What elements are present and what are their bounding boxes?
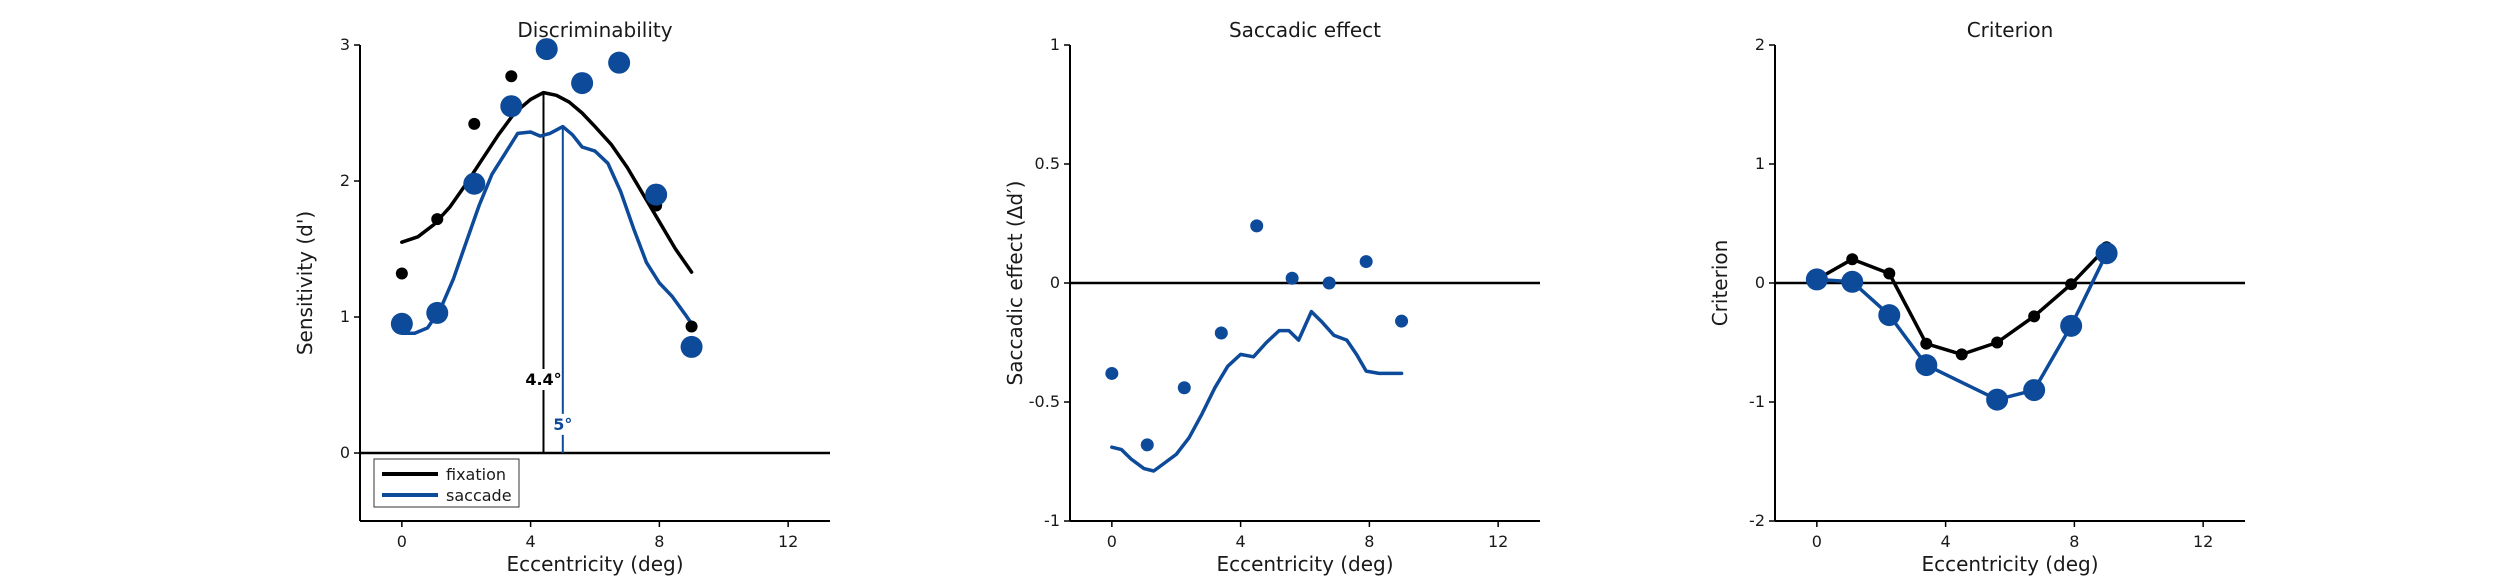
x-tick-label: 0 xyxy=(1107,532,1117,551)
y-tick-label: 1 xyxy=(1755,154,1765,173)
data-point-fixation xyxy=(395,267,408,280)
data-point-saccade xyxy=(463,172,486,195)
y-tick-label: 0 xyxy=(1755,273,1765,292)
data-point xyxy=(1105,366,1119,380)
y-tick-label: 0 xyxy=(1050,273,1060,292)
chart-title: Criterion xyxy=(1967,18,2054,42)
data-point-fixation xyxy=(1991,336,2004,349)
data-point-saccade xyxy=(1841,270,1864,293)
peak-label-backdrop xyxy=(523,369,564,390)
legend-label-saccade: saccade xyxy=(446,486,512,505)
data-point xyxy=(1214,326,1228,340)
data-point-saccade xyxy=(680,335,703,358)
y-tick-label: -1 xyxy=(1749,392,1765,411)
peak-label-backdrop xyxy=(551,413,575,435)
y-tick-label: 2 xyxy=(340,171,350,190)
data-point-fixation xyxy=(2028,310,2041,323)
y-tick-label: -2 xyxy=(1749,511,1765,530)
legend-box xyxy=(373,458,520,508)
data-point-saccade xyxy=(1878,304,1901,327)
x-tick-label: 4 xyxy=(526,532,536,551)
data-point xyxy=(1140,438,1154,452)
data-point-saccade xyxy=(500,95,523,118)
data-point-saccade xyxy=(535,38,558,61)
data-point-saccade xyxy=(2095,242,2118,265)
y-tick-label: 1 xyxy=(1050,35,1060,54)
x-tick-label: 8 xyxy=(654,532,664,551)
y-tick-label: 1 xyxy=(340,307,350,326)
x-axis-label: Eccentricity (deg) xyxy=(1216,552,1393,576)
data-point xyxy=(1359,255,1373,269)
data-point-saccade xyxy=(2060,314,2083,337)
data-point-fixation xyxy=(431,213,444,226)
peak-marker-label: 5° xyxy=(553,415,572,434)
x-axis-label: Eccentricity (deg) xyxy=(1921,552,2098,576)
data-point-fixation xyxy=(505,70,518,83)
legend-label-fixation: fixation xyxy=(446,465,506,484)
data-point xyxy=(1285,271,1299,285)
data-point xyxy=(1395,314,1409,328)
x-tick-label: 8 xyxy=(2069,532,2079,551)
data-point-fixation xyxy=(1846,253,1859,266)
y-tick-label: 0.5 xyxy=(1035,154,1060,173)
data-point xyxy=(1177,381,1191,395)
x-tick-label: 8 xyxy=(1364,532,1374,551)
x-tick-label: 0 xyxy=(1812,532,1822,551)
chart-title: Saccadic effect xyxy=(1229,18,1381,42)
fit-curve-saccade xyxy=(400,124,694,336)
y-axis-label: Criterion xyxy=(1708,240,1732,327)
y-tick-label: 3 xyxy=(340,35,350,54)
panel-2: 0 4 8 12 -1 -0.5 0 0.5 1 Saccadic effect Eccentric… xyxy=(1003,18,1540,576)
y-tick-label: -0.5 xyxy=(1029,392,1060,411)
data-point-saccade xyxy=(2023,379,2046,402)
legend: fixation saccade xyxy=(373,458,520,508)
data-point-saccade xyxy=(426,301,449,324)
y-axis-label: Saccadic effect (Δd′) xyxy=(1003,181,1027,386)
data-point-saccade xyxy=(571,72,594,95)
peak-marker-label: 4.4° xyxy=(525,370,561,389)
data-point-saccade xyxy=(645,183,668,206)
data-point-fixation xyxy=(2065,278,2078,291)
data-point xyxy=(1322,276,1336,290)
x-tick-label: 12 xyxy=(778,532,798,551)
data-point-saccade xyxy=(1915,354,1938,377)
data-point-saccade xyxy=(1986,388,2009,411)
data-point-fixation xyxy=(468,117,481,130)
y-axis-label: Sensitivity (d') xyxy=(293,211,317,355)
data-point-fixation xyxy=(1920,337,1933,350)
x-tick-label: 4 xyxy=(1941,532,1951,551)
fit-curve-fixation xyxy=(400,90,694,274)
x-axis-label: Eccentricity (deg) xyxy=(506,552,683,576)
data-point-saccade xyxy=(1805,268,1828,291)
y-tick-label: 0 xyxy=(340,443,350,462)
data-point-fixation xyxy=(1955,348,1968,361)
x-tick-label: 12 xyxy=(1488,532,1508,551)
x-tick-label: 12 xyxy=(2193,532,2213,551)
data-point-fixation xyxy=(1883,267,1896,280)
x-tick-label: 0 xyxy=(397,532,407,551)
data-point-saccade xyxy=(608,51,631,74)
data-point-saccade xyxy=(390,312,413,335)
fit-curve-effect xyxy=(1110,309,1404,473)
y-tick-label: -1 xyxy=(1044,511,1060,530)
data-point xyxy=(1250,219,1264,233)
x-tick-label: 4 xyxy=(1236,532,1246,551)
y-tick-label: 2 xyxy=(1755,35,1765,54)
data-point-fixation xyxy=(685,320,698,333)
chart-title: Discriminability xyxy=(517,18,672,42)
